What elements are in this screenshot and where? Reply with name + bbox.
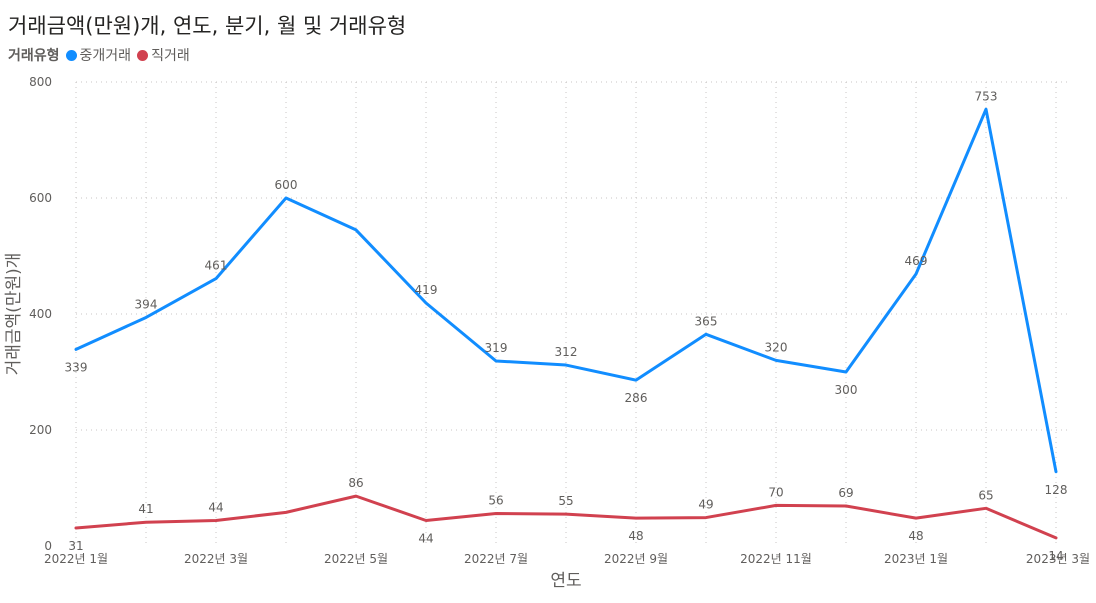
x-tick-label: 2023년 1월	[884, 552, 948, 566]
x-tick-label: 2022년 1월	[44, 552, 108, 566]
data-label-0: 600	[275, 178, 298, 192]
data-labels: 339 394 461 600 419 319 312 286 365 320 300 469 753 1…	[65, 89, 1068, 563]
y-axis-title: 거래금액(만원)개	[4, 253, 24, 376]
data-label-1: 69	[838, 486, 853, 500]
data-label-0: 394	[135, 297, 158, 311]
data-point-1[interactable]	[842, 502, 850, 510]
data-point-1[interactable]	[422, 516, 430, 524]
data-label-1: 31	[68, 539, 83, 553]
data-label-1: 86	[348, 476, 363, 490]
data-point-0[interactable]	[632, 376, 640, 384]
y-tick-label: 400	[29, 307, 52, 321]
data-label-0: 128	[1045, 483, 1068, 497]
data-point-0[interactable]	[142, 313, 150, 321]
data-point-0[interactable]	[702, 330, 710, 338]
data-point-0[interactable]	[212, 275, 220, 283]
data-point-1[interactable]	[142, 518, 150, 526]
data-label-1: 49	[698, 498, 713, 512]
data-label-0: 753	[975, 89, 998, 103]
x-axis-title: 연도	[550, 571, 581, 591]
x-tick-label: 2022년 7월	[464, 552, 528, 566]
data-label-1: 70	[768, 485, 783, 499]
gridlines	[75, 81, 1068, 546]
data-point-1[interactable]	[772, 501, 780, 509]
data-point-1[interactable]	[632, 514, 640, 522]
data-label-1: 14	[1048, 549, 1063, 563]
data-label-1: 56	[488, 494, 503, 508]
legend-item-brokered[interactable]: 중개거래	[65, 45, 132, 65]
series-line-1[interactable]	[74, 494, 1058, 540]
y-axis-ticks: 0 200 400 600 800	[29, 75, 52, 553]
data-label-0: 461	[205, 259, 228, 273]
data-point-0[interactable]	[842, 368, 850, 376]
legend-item-direct[interactable]: 직거래	[137, 45, 190, 65]
data-point-0[interactable]	[352, 226, 360, 234]
series-line-0[interactable]	[74, 107, 1058, 474]
y-tick-label: 600	[29, 191, 52, 205]
legend-dot-brokered-icon	[65, 49, 77, 61]
legend-label-direct: 직거래	[151, 48, 190, 64]
chart-title: 거래금액(만원)개, 연도, 분기, 월 및 거래유형	[8, 14, 407, 38]
legend-title: 거래유형	[8, 48, 60, 64]
data-label-0: 286	[625, 391, 648, 405]
data-label-0: 312	[555, 345, 578, 359]
x-tick-label: 2022년 11월	[740, 552, 812, 566]
legend-label-brokered: 중개거래	[79, 48, 132, 64]
y-tick-label: 800	[29, 75, 52, 89]
data-point-1[interactable]	[562, 510, 570, 518]
data-label-0: 469	[905, 254, 928, 268]
data-point-0[interactable]	[72, 345, 80, 353]
data-point-0[interactable]	[562, 361, 570, 369]
data-point-1[interactable]	[912, 514, 920, 522]
legend-dot-direct-icon	[137, 49, 149, 61]
data-point-0[interactable]	[982, 105, 990, 113]
data-label-0: 319	[485, 341, 508, 355]
data-point-0[interactable]	[282, 194, 290, 202]
data-label-1: 55	[558, 494, 573, 508]
data-label-1: 44	[208, 500, 223, 514]
x-tick-label: 2022년 5월	[324, 552, 388, 566]
data-point-1[interactable]	[72, 524, 80, 532]
data-point-1[interactable]	[492, 510, 500, 518]
data-point-0[interactable]	[1052, 468, 1060, 476]
data-label-0: 365	[695, 314, 718, 328]
x-axis-ticks: 2022년 1월 2022년 3월 2022년 5월 2022년 7월 2022년 9월…	[44, 552, 1090, 566]
data-label-0: 419	[415, 283, 438, 297]
data-point-0[interactable]	[492, 357, 500, 365]
x-tick-label: 2023년 3월	[1026, 552, 1090, 566]
data-point-0[interactable]	[772, 356, 780, 364]
data-label-0: 320	[765, 340, 788, 354]
data-point-1[interactable]	[1052, 534, 1060, 542]
data-label-0: 300	[835, 383, 858, 397]
data-label-1: 65	[978, 488, 993, 502]
data-point-1[interactable]	[282, 508, 290, 516]
legend: 거래유형 중개거래 직거래	[8, 45, 196, 65]
y-tick-label: 0	[44, 539, 52, 553]
data-label-1: 48	[628, 529, 643, 543]
data-label-1: 41	[138, 502, 153, 516]
data-point-1[interactable]	[352, 492, 360, 500]
data-point-1[interactable]	[212, 516, 220, 524]
data-point-1[interactable]	[982, 504, 990, 512]
x-tick-label: 2022년 3월	[184, 552, 248, 566]
data-point-0[interactable]	[422, 299, 430, 307]
y-tick-label: 200	[29, 423, 52, 437]
data-point-0[interactable]	[912, 270, 920, 278]
data-label-0: 339	[65, 360, 88, 374]
data-point-1[interactable]	[702, 514, 710, 522]
series-lines	[72, 105, 1060, 542]
data-label-1: 44	[418, 531, 433, 545]
x-tick-label: 2022년 9월	[604, 552, 668, 566]
data-label-1: 48	[908, 529, 923, 543]
